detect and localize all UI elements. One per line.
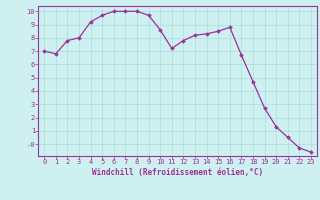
X-axis label: Windchill (Refroidissement éolien,°C): Windchill (Refroidissement éolien,°C) [92, 168, 263, 177]
